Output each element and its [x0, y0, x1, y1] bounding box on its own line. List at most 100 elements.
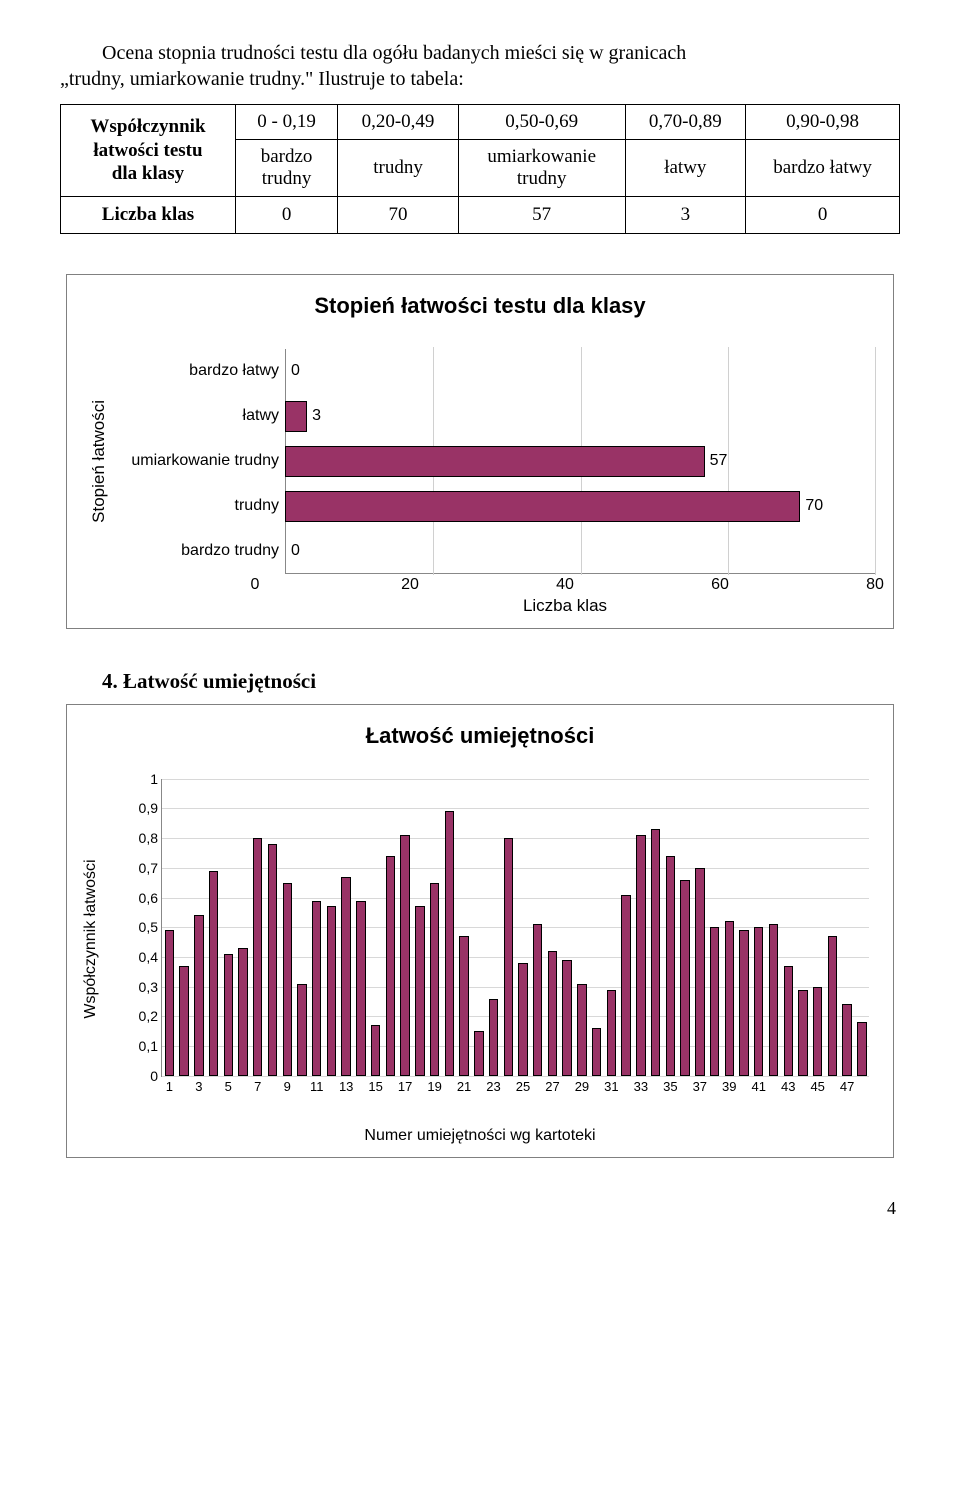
hbar-xtick: 0 — [251, 576, 260, 594]
vbar-col: 5 — [221, 779, 236, 1076]
vbar-bar — [459, 936, 468, 1076]
vbar-xtick: 17 — [398, 1079, 412, 1094]
vbar-col: 21 — [457, 779, 472, 1076]
hbar-xtick: 60 — [711, 576, 729, 594]
hbar-category-label: bardzo łatwy — [109, 362, 285, 380]
vbar-bar — [209, 871, 218, 1076]
vbar-col: 13 — [339, 779, 354, 1076]
vbar-xtick: 45 — [810, 1079, 824, 1094]
vbar-col — [766, 779, 781, 1076]
chart-skill-ease: Łatwość umiejętności Współczynnik łatwoś… — [66, 704, 894, 1158]
vbar-ytick: 0,9 — [122, 800, 158, 816]
chart-difficulty-level: Stopień łatwości testu dla klasy Stopień… — [66, 274, 894, 629]
vbar-col — [177, 779, 192, 1076]
vbar-bar — [415, 906, 424, 1075]
difficulty-coefficient-table: Współczynnik łatwości testu dla klasy 0 … — [60, 104, 900, 234]
vbar-bar — [268, 844, 277, 1076]
vbar-bar — [577, 984, 586, 1076]
vbar-bar — [312, 901, 321, 1076]
vbar-col: 23 — [486, 779, 501, 1076]
vbar-bar — [710, 927, 719, 1076]
vbar-bar — [813, 987, 822, 1076]
row2-cell-2: 57 — [458, 197, 625, 234]
vbar-bar — [194, 915, 203, 1075]
vbar-col: 7 — [250, 779, 265, 1076]
hbar-row: bardzo trudny0 — [109, 529, 875, 574]
chart1-xticks: 020406080 — [255, 574, 875, 594]
col-label-1: trudny — [338, 140, 459, 197]
vbar-bar — [592, 1028, 601, 1076]
vbar-xtick: 9 — [284, 1079, 291, 1094]
hbar-xtick: 20 — [401, 576, 419, 594]
vbar-col — [648, 779, 663, 1076]
hbar-row: bardzo łatwy0 — [109, 349, 875, 394]
row2-cell-3: 3 — [625, 197, 746, 234]
vbar-xtick: 15 — [368, 1079, 382, 1094]
vbar-bar — [636, 835, 645, 1076]
hbar-category-label: bardzo trudny — [109, 542, 285, 560]
page-number: 4 — [60, 1198, 900, 1219]
vbar-col — [678, 779, 693, 1076]
hbar-row: umiarkowanie trudny57 — [109, 439, 875, 484]
vbar-col — [619, 779, 634, 1076]
vbar-xtick: 41 — [752, 1079, 766, 1094]
hbar-plot: 0 — [285, 528, 875, 574]
vbar-bar — [769, 924, 778, 1075]
vbar-col: 27 — [545, 779, 560, 1076]
vbar-xtick: 33 — [634, 1079, 648, 1094]
vbar-bar — [327, 906, 336, 1075]
hbar-category-label: trudny — [109, 497, 285, 515]
vbar-bar — [253, 838, 262, 1076]
vbar-ytick: 0,2 — [122, 1008, 158, 1024]
vbar-ytick: 0,8 — [122, 830, 158, 846]
vbar-bar — [798, 990, 807, 1076]
vbar-xtick: 39 — [722, 1079, 736, 1094]
col-range-0: 0 - 0,19 — [235, 105, 337, 140]
vbar-bar — [725, 921, 734, 1075]
col-label-3: łatwy — [625, 140, 746, 197]
vbar-col: 43 — [781, 779, 796, 1076]
vbar-col: 1 — [162, 779, 177, 1076]
vbar-col — [707, 779, 722, 1076]
table-rowhead-1: Współczynnik łatwości testu dla klasy — [61, 105, 236, 197]
col-range-1: 0,20-0,49 — [338, 105, 459, 140]
vbar-bar — [445, 811, 454, 1075]
hbar-plot: 70 — [285, 484, 875, 529]
hbar-bar: 70 — [285, 491, 800, 522]
vbar-bar — [857, 1022, 866, 1075]
vbar-col — [737, 779, 752, 1076]
col-label-4: bardzo łatwy — [746, 140, 900, 197]
vbar-ytick: 0,4 — [122, 949, 158, 965]
chart2-xlabel: Numer umiejętności wg kartoteki — [85, 1127, 875, 1145]
vbar-bar — [533, 924, 542, 1075]
vbar-col: 25 — [516, 779, 531, 1076]
vbar-col: 45 — [810, 779, 825, 1076]
vbar-xtick: 5 — [225, 1079, 232, 1094]
vbar-col: 37 — [692, 779, 707, 1076]
hbar-value-label: 0 — [285, 542, 300, 560]
hbar-value-label: 70 — [799, 497, 823, 515]
vbar-ytick: 0,1 — [122, 1038, 158, 1054]
vbar-col — [236, 779, 251, 1076]
chart1-xlabel: Liczba klas — [255, 596, 875, 616]
vbar-col — [412, 779, 427, 1076]
vbar-col: 9 — [280, 779, 295, 1076]
vbar-col: 3 — [191, 779, 206, 1076]
vbar-bar — [739, 930, 748, 1076]
vbar-col — [206, 779, 221, 1076]
vbar-col — [589, 779, 604, 1076]
vbar-col — [825, 779, 840, 1076]
vbar-col — [295, 779, 310, 1076]
vbar-xtick: 7 — [254, 1079, 261, 1094]
hbar-plot: 3 — [285, 394, 875, 439]
row2-cell-4: 0 — [746, 197, 900, 234]
vbar-bar — [562, 960, 571, 1076]
vbar-col — [265, 779, 280, 1076]
vbar-bar — [224, 954, 233, 1076]
chart1-ylabel: Stopień łatwości — [85, 400, 109, 523]
vbar-col: 31 — [604, 779, 619, 1076]
vbar-ytick: 0 — [122, 1068, 158, 1084]
vbar-xtick: 19 — [427, 1079, 441, 1094]
hbar-row: łatwy3 — [109, 394, 875, 439]
intro-paragraph: Ocena stopnia trudności testu dla ogółu … — [60, 40, 900, 92]
